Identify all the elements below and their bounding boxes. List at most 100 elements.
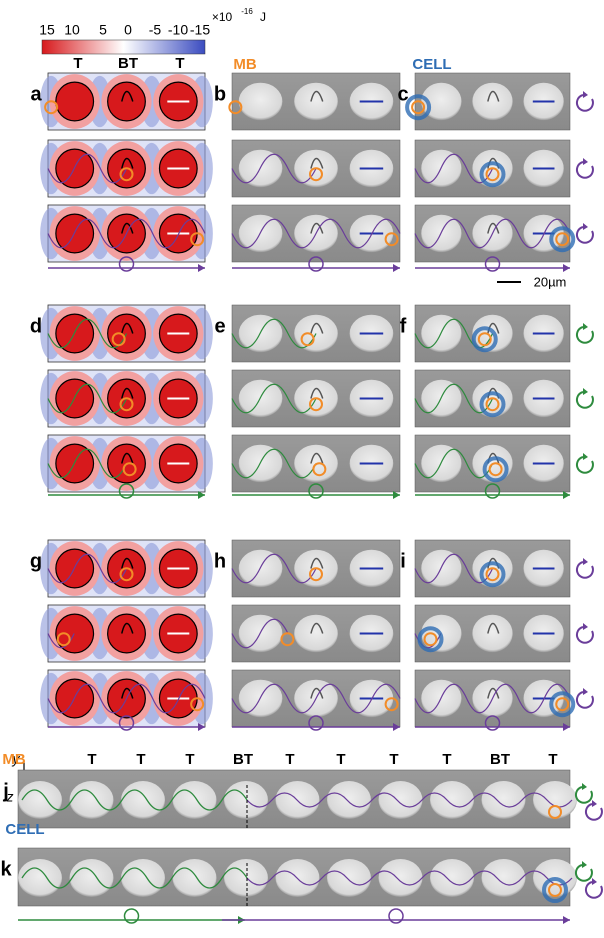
label: MB	[233, 56, 256, 73]
rotation-icon	[586, 882, 602, 898]
colorbar-tick: 15	[39, 22, 55, 38]
image-panel	[232, 140, 400, 197]
rotation-icon	[577, 562, 593, 578]
arrow-rot	[125, 909, 139, 923]
rotation-icon	[577, 162, 593, 178]
label: a	[30, 83, 42, 105]
label: T	[87, 751, 96, 768]
rotation-arrow	[583, 91, 588, 98]
rotation-arrow	[583, 323, 588, 330]
energy-panel	[40, 140, 213, 197]
rotation-icon	[576, 865, 592, 881]
rotation-arrow	[583, 558, 588, 565]
label: i	[400, 550, 406, 572]
cell-trap	[70, 781, 114, 819]
cell-trap	[239, 83, 283, 121]
energy-panel	[40, 205, 213, 262]
label: MB	[2, 751, 25, 768]
label: T	[136, 751, 145, 768]
rotation-icon	[577, 457, 593, 473]
image-panel	[232, 305, 400, 362]
image-panel	[232, 670, 400, 727]
cell-trap	[482, 781, 526, 819]
cell-trap	[294, 615, 338, 653]
label: 20µm	[534, 274, 567, 289]
label: CELL	[5, 821, 44, 838]
cell-trap	[18, 781, 62, 819]
label: j	[2, 780, 9, 802]
rotation-arrow	[583, 158, 588, 165]
label: -16	[241, 7, 253, 16]
label: c	[397, 83, 408, 105]
label: BT	[233, 751, 253, 768]
field-red-core	[108, 614, 146, 653]
cell-trap	[379, 859, 423, 897]
energy-panel	[40, 305, 213, 362]
arrow-head	[198, 264, 205, 272]
cell-trap	[18, 859, 62, 897]
label: BT	[490, 751, 510, 768]
field-red-core	[108, 314, 146, 353]
label: k	[0, 858, 12, 880]
cell-trap	[482, 859, 526, 897]
rotation-icon	[577, 95, 593, 111]
cell-trap	[472, 615, 512, 653]
image-panel	[232, 540, 400, 597]
colorbar	[42, 40, 205, 54]
energy-panel	[40, 540, 213, 597]
label: T	[73, 55, 82, 72]
label: T	[442, 751, 451, 768]
cell-trap	[173, 781, 217, 819]
cell-trap	[472, 83, 512, 121]
colorbar-tick: -15	[190, 22, 210, 38]
label: f	[400, 315, 407, 337]
colorbar-tick: 0	[124, 22, 132, 38]
label: e	[214, 315, 225, 337]
label: T	[185, 751, 194, 768]
label: J	[260, 10, 266, 24]
rotation-arrow	[583, 453, 588, 460]
field-red-core	[108, 82, 146, 121]
image-panel	[232, 205, 400, 262]
energy-panel	[40, 370, 213, 427]
cell-trap	[121, 781, 165, 819]
cell-trap	[173, 859, 217, 897]
rotation-arrow	[582, 783, 587, 790]
cell-trap	[224, 781, 268, 819]
rotation-icon	[577, 392, 593, 408]
cell-trap	[327, 859, 371, 897]
cell-trap	[294, 83, 338, 121]
image-panel	[232, 605, 400, 662]
image-panel	[229, 73, 400, 130]
label: h	[214, 550, 226, 572]
cell-trap	[224, 859, 268, 897]
rotation-arrow	[583, 623, 588, 630]
label: T	[175, 55, 184, 72]
energy-panel	[40, 73, 213, 130]
field-red-core	[56, 82, 94, 121]
label: T	[389, 751, 398, 768]
rotation-icon	[576, 787, 592, 803]
image-panel	[415, 670, 570, 727]
figure: 151050-5-10-15×10-16JTBTTMBCELLabcdefghi…	[0, 0, 604, 938]
colorbar-tick: -5	[149, 22, 162, 38]
rotation-icon	[577, 327, 593, 343]
image-panel	[415, 140, 570, 197]
image-panel	[412, 73, 570, 130]
cell-trap	[121, 859, 165, 897]
label: ×10	[212, 10, 233, 24]
energy-panel	[40, 605, 213, 662]
label: b	[214, 83, 226, 105]
rotation-arrow	[583, 688, 588, 695]
cell-trap	[327, 781, 371, 819]
image-panel	[232, 370, 400, 427]
rotation-arrow	[592, 800, 597, 807]
colorbar-tick: 5	[99, 22, 107, 38]
image-panel	[415, 205, 570, 262]
colorbar-tick: 10	[64, 22, 80, 38]
rotation-arrow	[592, 878, 597, 885]
image-panel	[415, 370, 570, 427]
arrow-head	[563, 264, 570, 272]
label: T	[285, 751, 294, 768]
energy-panel	[40, 670, 213, 727]
